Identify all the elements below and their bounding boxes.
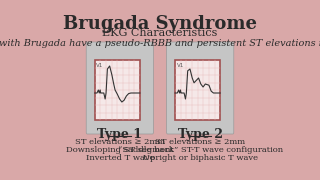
Text: V1: V1: [96, 63, 103, 68]
Text: ST elevations ≥ 2mm: ST elevations ≥ 2mm: [75, 138, 165, 146]
FancyBboxPatch shape: [166, 42, 234, 134]
Text: V1: V1: [177, 63, 184, 68]
Text: ST elevations ≥ 2mm: ST elevations ≥ 2mm: [155, 138, 245, 146]
Text: EKG Characteristics: EKG Characteristics: [102, 28, 218, 38]
Text: Type 1: Type 1: [97, 128, 142, 141]
Text: “Saddle back” ST-T wave configuration: “Saddle back” ST-T wave configuration: [117, 146, 283, 154]
Bar: [95, 60, 140, 120]
Text: Brugada Syndrome: Brugada Syndrome: [63, 15, 257, 33]
Bar: [175, 60, 220, 120]
Text: Downsloping ST segment: Downsloping ST segment: [66, 146, 174, 154]
FancyBboxPatch shape: [86, 42, 154, 134]
Text: Inverted T wave: Inverted T wave: [85, 154, 154, 162]
Text: Type 2: Type 2: [178, 128, 223, 141]
Text: Upright or biphasic T wave: Upright or biphasic T wave: [143, 154, 258, 162]
Text: Patients with Brugada have a pseudo-RBBB and persistent ST elevations in V1-V2.: Patients with Brugada have a pseudo-RBBB…: [0, 39, 320, 48]
